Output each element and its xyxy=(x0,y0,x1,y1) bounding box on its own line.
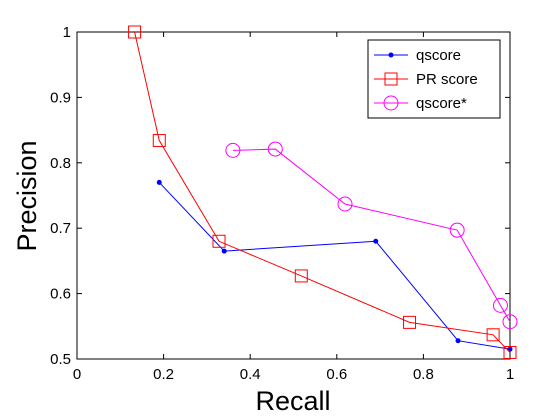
x-tick-label: 0.8 xyxy=(413,366,434,383)
y-tick-label: 0.6 xyxy=(50,286,71,303)
data-point xyxy=(156,179,162,185)
series-pr-score xyxy=(128,25,517,359)
data-point xyxy=(337,196,353,212)
x-tick-label: 0 xyxy=(73,366,81,383)
legend-marker xyxy=(384,72,398,86)
data-point xyxy=(152,134,166,148)
data-point xyxy=(212,234,226,248)
y-tick-label: 0.7 xyxy=(50,220,71,237)
data-point xyxy=(294,269,308,283)
series-layer xyxy=(128,25,518,359)
data-point xyxy=(403,315,417,329)
data-point xyxy=(221,248,227,254)
x-tick-label: 0.6 xyxy=(326,366,347,383)
x-axis-title: Recall xyxy=(255,386,330,416)
data-point xyxy=(455,338,461,344)
series-qscore xyxy=(156,179,513,352)
legend-entry: PR score xyxy=(374,71,478,88)
series-qscore xyxy=(225,141,518,330)
data-point xyxy=(503,345,517,359)
legend-label: PR score xyxy=(416,71,478,88)
y-tick-label: 0.5 xyxy=(50,351,71,368)
data-point xyxy=(267,141,283,157)
data-point xyxy=(486,328,500,342)
legend-label: qscore xyxy=(416,47,461,64)
y-tick-label: 1 xyxy=(63,24,71,41)
legend-marker xyxy=(383,95,399,111)
data-point xyxy=(492,297,508,313)
ticks-layer: 0 0.2 0.4 0.6 0.8 1 0.5 0.6 0.7 0.8 0.9 1 xyxy=(50,24,514,383)
data-point xyxy=(449,222,465,238)
y-axis-title: Precision xyxy=(12,140,42,251)
y-tick-label: 0.8 xyxy=(50,155,71,172)
legend-entry: qscore xyxy=(374,47,461,64)
legend-label: qscore* xyxy=(416,95,467,112)
series-line xyxy=(134,31,511,353)
data-point xyxy=(128,25,142,39)
data-point xyxy=(373,238,379,244)
legend-entry: qscore* xyxy=(374,95,467,112)
x-tick-label: 0.2 xyxy=(153,366,174,383)
x-tick-label: 0.4 xyxy=(240,366,261,383)
x-tick-label: 1 xyxy=(506,366,514,383)
data-point xyxy=(507,346,513,352)
legend: qscore PR score qscore* xyxy=(367,39,501,119)
data-point xyxy=(502,314,518,330)
legend-marker xyxy=(388,52,394,58)
y-tick-label: 0.9 xyxy=(50,89,71,106)
data-point xyxy=(225,142,241,158)
